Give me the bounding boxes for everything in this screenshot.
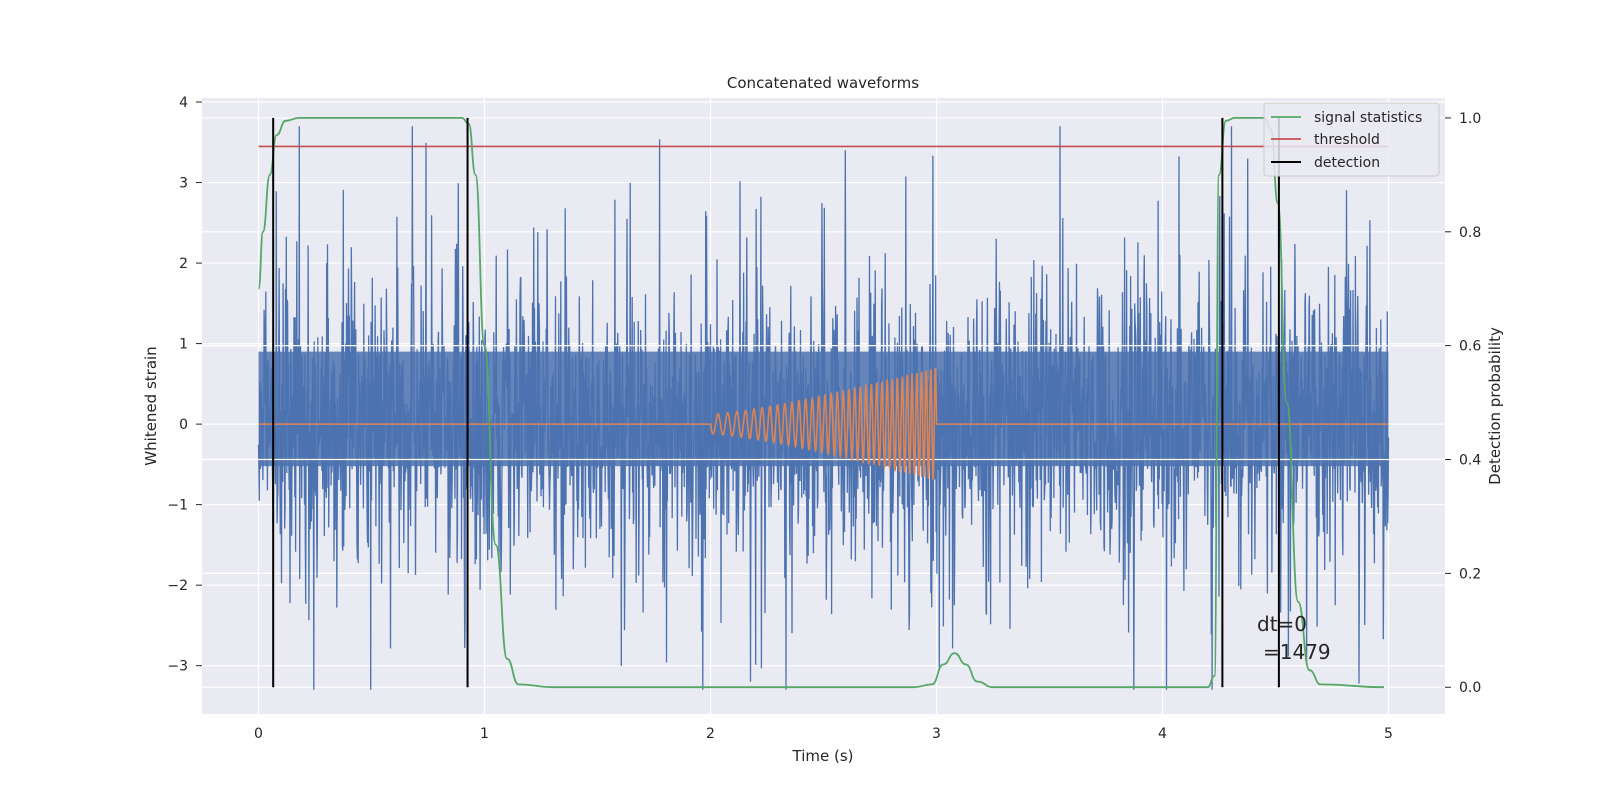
y-tick-label: 2	[179, 256, 188, 272]
legend: signal statistics threshold detection	[1263, 102, 1440, 177]
y-tick-label: 0	[179, 417, 188, 433]
x-axis-ticks: 0 1 2 3 4 5	[254, 726, 1393, 742]
y2-axis-label: Detection probability	[1486, 327, 1504, 485]
legend-label-threshold: threshold	[1314, 132, 1380, 148]
y-axis-ticks: −3 −2 −1 0 1 2 3 4	[167, 95, 202, 675]
y-tick-label: 3	[179, 176, 188, 192]
x-tick-label: 4	[1158, 726, 1167, 742]
x-tick-label: 3	[932, 726, 941, 742]
y-tick-label: −3	[167, 659, 188, 675]
legend-label-detection: detection	[1314, 155, 1380, 171]
annotation-line-1: dt=0	[1257, 612, 1307, 636]
y-tick-label: −1	[167, 498, 188, 514]
x-tick-label: 5	[1384, 726, 1393, 742]
x-tick-label: 0	[254, 726, 263, 742]
legend-label-signal-statistics: signal statistics	[1314, 110, 1422, 126]
y2-tick-label: 0.8	[1459, 225, 1481, 241]
x-axis-label: Time (s)	[792, 747, 854, 765]
signal-statistics-line	[257, 116, 1385, 689]
y-tick-label: 1	[179, 337, 188, 353]
y2-tick-label: 0.0	[1459, 680, 1481, 696]
y2-axis-ticks: 0.0 0.2 0.4 0.6 0.8 1.0	[1445, 111, 1481, 696]
chart-title: Concatenated waveforms	[727, 74, 919, 92]
x-tick-label: 2	[706, 726, 715, 742]
plot-area	[202, 116, 1445, 690]
legend-box	[1263, 102, 1440, 177]
y-tick-label: 4	[179, 95, 188, 111]
y2-tick-label: 1.0	[1459, 111, 1481, 127]
y2-tick-label: 0.6	[1459, 339, 1481, 355]
y2-tick-label: 0.4	[1459, 453, 1481, 469]
y-tick-label: −2	[167, 578, 188, 594]
y-axis-label: Whitened strain	[142, 346, 160, 465]
annotation-line-2: =1479	[1263, 640, 1331, 664]
template-chirp-series	[258, 367, 1389, 480]
y2-tick-label: 0.2	[1459, 566, 1481, 582]
x-tick-label: 1	[480, 726, 489, 742]
